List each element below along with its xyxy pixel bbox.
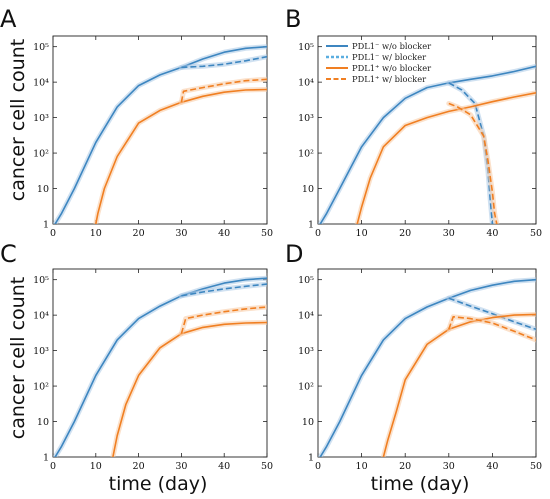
y-tick-label: 10 (37, 184, 49, 195)
panel-b: B 0 10 20 30 40 50 1 10 10² 10³ 10⁴ 10⁵ (285, 5, 542, 239)
series-line-blue-solid (54, 45, 267, 224)
x-axis-title-right: time (day) (371, 473, 470, 495)
x-tick-label: 0 (315, 461, 321, 472)
series-line-orange-dashed (448, 316, 536, 341)
plot-frame (317, 268, 537, 458)
series-band-blue (318, 63, 536, 224)
series-band-orange (380, 311, 536, 457)
y-tick-label: 10⁴ (33, 311, 49, 322)
x-tick-label: 30 (443, 461, 455, 472)
series-band-orange (93, 87, 267, 224)
y-tick-label: 10 (302, 184, 314, 195)
series-band-orange (110, 320, 267, 457)
y-tick-label: 10² (33, 382, 49, 393)
y-tick-label: 1 (43, 220, 49, 231)
series-line-blue-solid (54, 277, 267, 457)
series-line-orange-dashed (180, 78, 267, 103)
y-tick-label: 10⁵ (33, 275, 49, 286)
y-tick-label: 10 (37, 417, 49, 428)
y-tick-label: 10 (302, 417, 314, 428)
x-tick-label: 40 (486, 461, 498, 472)
x-tick-label: 40 (218, 461, 230, 472)
series-band-blue (53, 44, 267, 224)
x-tick-label: 30 (175, 228, 187, 239)
legend-label: PDL1⁻ w/o blocker (352, 41, 431, 51)
x-tick-label: 20 (399, 461, 411, 472)
x-tick-label: 20 (133, 228, 145, 239)
x-tick-label: 30 (175, 461, 187, 472)
x-tick-label: 50 (261, 228, 273, 239)
panel-label-b: B (285, 5, 301, 33)
x-tick-label: 50 (530, 461, 542, 472)
x-tick-label: 50 (261, 461, 273, 472)
legend-label: PDL1⁺ w/o blocker (352, 63, 431, 73)
y-tick-label: 10³ (33, 346, 49, 357)
y-tick-label: 10⁴ (33, 78, 49, 89)
y-tick-label: 10² (298, 149, 314, 160)
x-tick-label: 0 (50, 461, 56, 472)
x-tick-label: 0 (315, 228, 321, 239)
legend-label: PDL1⁻ w/ blocker (352, 52, 426, 62)
x-tick-label: 0 (50, 228, 56, 239)
y-axis-title-bottom: cancer cell count (7, 277, 29, 439)
x-tick-label: 10 (356, 461, 368, 472)
y-tick-label: 1 (308, 220, 314, 231)
y-tick-label: 10³ (298, 346, 314, 357)
x-tick-label: 40 (218, 228, 230, 239)
y-tick-label: 10² (298, 382, 314, 393)
panel-label-c: C (0, 240, 17, 268)
legend-label: PDL1⁺ w/ blocker (352, 74, 426, 84)
x-tick-label: 40 (486, 228, 498, 239)
y-tick-label: 10⁵ (298, 42, 314, 53)
plot-frame (52, 35, 268, 225)
series-line-orange-solid (356, 92, 536, 224)
y-tick-label: 10⁴ (298, 311, 314, 322)
y-tick-label: 10⁴ (298, 78, 314, 89)
series-line-orange-solid (382, 313, 536, 457)
plot-frame (317, 35, 537, 225)
series-line-blue-solid (319, 65, 536, 224)
series-line-blue-dashed (181, 55, 267, 69)
series-line-orange-solid (112, 321, 267, 457)
y-tick-label: 10³ (298, 113, 314, 124)
y-tick-label: 10³ (33, 113, 49, 124)
x-tick-label: 10 (90, 228, 102, 239)
x-tick-label: 20 (399, 228, 411, 239)
x-axis-title-left: time (day) (109, 473, 208, 495)
series-line-blue-solid (319, 278, 536, 457)
series-line-orange-dashed (448, 102, 498, 224)
y-axis-title-top: cancer cell count (7, 39, 29, 201)
panel-d: D 0 10 20 30 40 50 1 10 10² 10³ 10⁴ 10⁵ (285, 240, 542, 472)
y-tick-label: 10⁵ (298, 275, 314, 286)
x-tick-label: 10 (90, 461, 102, 472)
x-tick-label: 10 (356, 228, 368, 239)
series-line-orange-solid (95, 88, 267, 224)
panel-label-d: D (285, 240, 303, 268)
x-tick-label: 50 (530, 228, 542, 239)
series-band-orange (446, 314, 536, 343)
series-line-blue-dashed (448, 297, 536, 331)
y-tick-label: 1 (43, 453, 49, 464)
series-line-orange-dashed (180, 306, 267, 334)
panel-a: A 0 10 20 30 40 50 1 10 10² 10³ 10⁴ 10⁵ (0, 5, 273, 239)
plot-frame (52, 268, 268, 458)
panel-c: C 0 10 20 30 40 50 1 10 10² 10³ 10⁴ 10⁵ (0, 240, 273, 472)
series-line-blue-dashed (181, 283, 267, 297)
y-tick-label: 1 (308, 453, 314, 464)
x-tick-label: 30 (443, 228, 455, 239)
y-tick-label: 10² (33, 149, 49, 160)
panel-label-a: A (0, 5, 17, 33)
x-tick-label: 20 (133, 461, 145, 472)
y-tick-label: 10⁵ (33, 42, 49, 53)
